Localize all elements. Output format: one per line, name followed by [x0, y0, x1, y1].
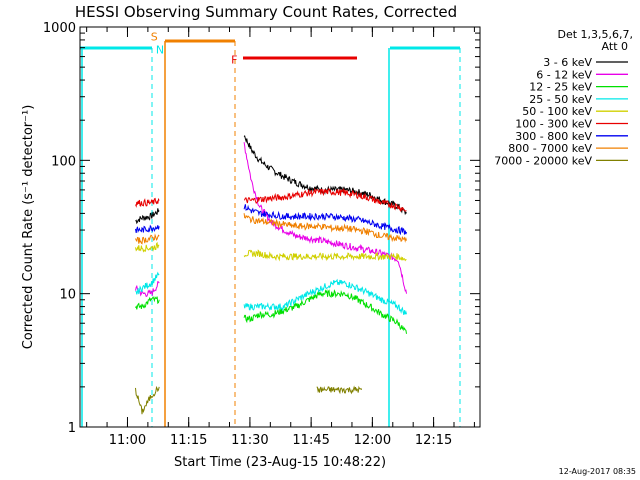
- x-tick-label-5: 12:15: [415, 433, 452, 448]
- legend-label-0: 3 - 6 keV: [543, 56, 592, 69]
- series-line-8-seg-0: [135, 385, 160, 415]
- y-tick-label-3: 1000: [43, 21, 76, 36]
- series-line-2-seg-0: [135, 296, 160, 310]
- legend-label-2: 12 - 25 keV: [529, 81, 592, 94]
- series-line-7-seg-1: [243, 213, 407, 243]
- series-line-3-seg-1: [243, 278, 407, 316]
- legend-label-4: 50 - 100 keV: [522, 105, 592, 118]
- annotation-1: N: [156, 43, 164, 56]
- series-line-5-seg-1: [243, 187, 407, 213]
- x-tick-label-4: 12:00: [354, 433, 391, 448]
- y-axis-label: Corrected Count Rate (s⁻¹ detector⁻¹): [21, 105, 36, 350]
- chart-title: HESSI Observing Summary Count Rates, Cor…: [75, 3, 457, 21]
- annotation-2: F: [231, 54, 237, 67]
- annotation-0: S: [151, 30, 158, 43]
- y-tick-label-1: 10: [59, 288, 76, 303]
- y-tick-label-2: 100: [51, 154, 76, 169]
- x-axis-ticks: 11:00 11:15 11:30 11:45 12:00 12:15: [86, 27, 475, 448]
- legend-header-line1: Det 1,3,5,6,7,: [557, 28, 633, 41]
- x-tick-label-2: 11:30: [231, 433, 268, 448]
- flag-annotations: SN F: [151, 30, 238, 66]
- series-line-6-seg-0: [135, 224, 160, 234]
- x-tick-label-3: 11:45: [292, 433, 329, 448]
- series-line-0-seg-0: [135, 208, 160, 225]
- series-line-3-seg-0: [135, 271, 160, 295]
- legend-header-line2: Att 0: [602, 40, 628, 53]
- x-tick-label-0: 11:00: [109, 433, 146, 448]
- legend-label-7: 800 - 7000 keV: [508, 142, 592, 155]
- series-lines: [135, 134, 407, 415]
- series-line-8-seg-1: [316, 385, 363, 395]
- series-line-1-seg-1: [243, 142, 407, 294]
- series-line-6-seg-1: [243, 204, 407, 236]
- series-line-4-seg-1: [243, 249, 407, 262]
- series-line-7-seg-0: [135, 233, 160, 245]
- legend-label-8: 7000 - 20000 keV: [494, 154, 592, 167]
- series-line-5-seg-0: [135, 197, 160, 208]
- y-tick-label-0: 1: [68, 421, 76, 436]
- legend-label-1: 6 - 12 keV: [536, 68, 592, 81]
- series-line-2-seg-1: [243, 288, 407, 334]
- y-axis-ticks: 1 10 100 1000: [43, 21, 480, 436]
- plot-frame: [79, 26, 481, 428]
- x-tick-label-1: 11:15: [170, 433, 207, 448]
- legend-label-5: 100 - 300 keV: [515, 118, 592, 131]
- legend-label-3: 25 - 50 keV: [529, 93, 592, 106]
- legend-label-6: 300 - 800 keV: [515, 130, 592, 143]
- series-line-4-seg-0: [135, 241, 160, 253]
- footer-timestamp: 12-Aug-2017 08:35: [559, 467, 636, 476]
- observing-bands: [80, 39, 461, 427]
- x-axis-label: Start Time (23-Aug-15 10:48:22): [174, 455, 386, 470]
